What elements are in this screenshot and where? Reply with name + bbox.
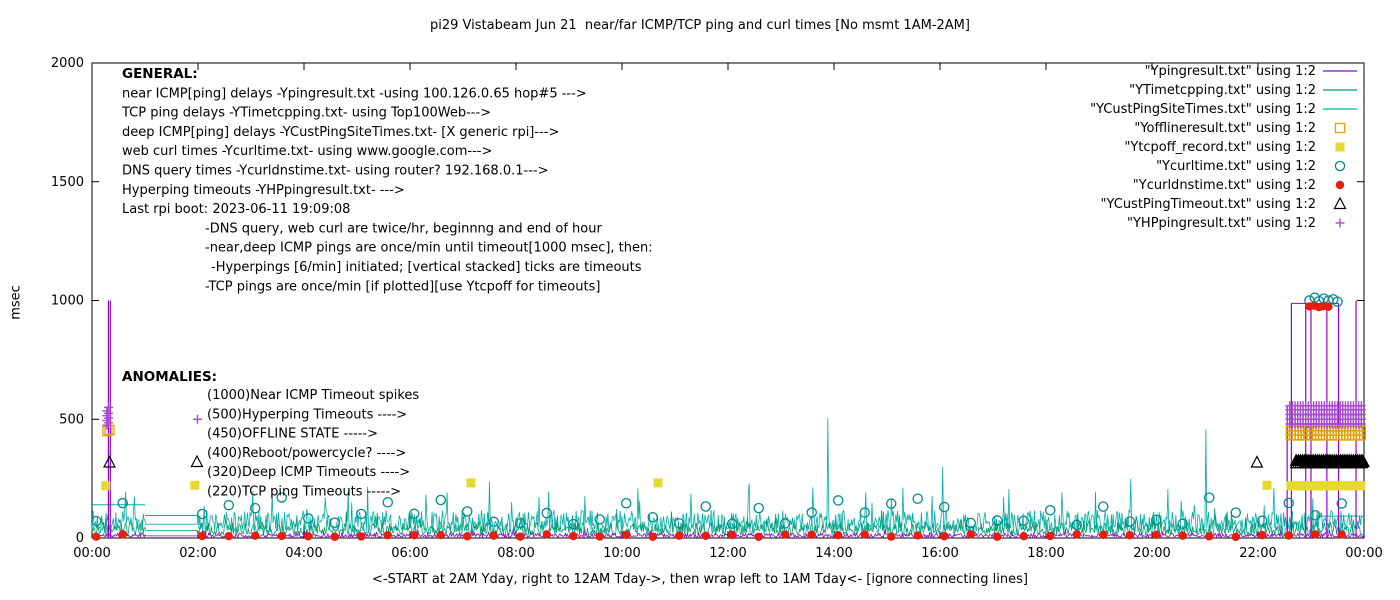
text-label: deep ICMP[ping] delays -YCustPingSiteTim… (122, 125, 559, 140)
text-label: "Ycurltime.txt" using 1:2 (1156, 159, 1316, 174)
annotation-anomalies: ANOMALIES: (1000)Near ICMP Timeout spikes… (122, 369, 419, 500)
text-label: (500)Hyperping Timeouts ----> (207, 407, 407, 422)
text-label: near ICMP[ping] delays -Ypingresult.txt … (122, 86, 587, 101)
text-label: 0 (76, 531, 84, 546)
text-label: "YTimetcpping.txt" using 1:2 (1129, 83, 1316, 98)
text-label: Last rpi boot: 2023-06-11 19:09:08 (122, 202, 350, 217)
text-label: "Ycurldnstime.txt" using 1:2 (1133, 178, 1316, 193)
text-label: GENERAL: (122, 66, 198, 82)
text-label: 20:00 (1133, 546, 1170, 561)
legend: "Ypingresult.txt" using 1:2 "YTimetcpping… (1090, 64, 1357, 231)
markers-YCustPingTimeout.txt (102, 453, 1370, 469)
text-label: web curl times -Ycurltime.txt- using www… (122, 144, 492, 159)
series-line-Ypingresult.txt (91, 528, 1365, 539)
text-label: "Ypingresult.txt" using 1:2 (1145, 64, 1316, 79)
text-label: 04:00 (285, 546, 322, 561)
text-label: (1000)Near ICMP Timeout spikes (207, 388, 419, 403)
text-label: 12:00 (709, 546, 746, 561)
text-label: 10:00 (603, 546, 640, 561)
series-line-YTimetcpping.txt (91, 508, 1365, 537)
text-label: 00:00 (73, 546, 110, 561)
text-label: (400)Reboot/powercycle? ----> (207, 446, 406, 461)
text-label: 02:00 (179, 546, 216, 561)
text-label: 08:00 (497, 546, 534, 561)
markers-YHPpingresult.txt (102, 401, 1366, 430)
text-label: 1000 (51, 294, 84, 309)
text-label: 06:00 (391, 546, 428, 561)
text-label: "Yofflineresult.txt" using 1:2 (1134, 121, 1316, 136)
chart-title: pi29 Vistabeam Jun 21 near/far ICMP/TCP … (430, 18, 970, 33)
text-label: -DNS query, web curl are twice/hr, begin… (205, 221, 602, 236)
text-label: 500 (59, 412, 84, 427)
text-label: 1500 (51, 175, 84, 190)
text-label: ANOMALIES: (122, 369, 217, 385)
text-label: TCP ping delays -YTimetcpping.txt- using… (121, 106, 491, 121)
text-label: (450)OFFLINE STATE -----> (207, 427, 378, 442)
annotation-general: GENERAL: near ICMP[ping] delays -Ypingres… (121, 66, 653, 294)
x-axis-label: <-START at 2AM Yday, right to 12AM Tday-… (372, 572, 1028, 587)
text-label: 22:00 (1239, 546, 1276, 561)
markers-Ytcpoff_record.txt (101, 478, 1366, 491)
text-label: 16:00 (921, 546, 958, 561)
text-label: "YHPpingresult.txt" using 1:2 (1127, 216, 1316, 231)
markers-Ycurldnstime.txt (92, 301, 1346, 542)
text-label: 18:00 (1027, 546, 1064, 561)
text-label: "YCustPingTimeout.txt" using 1:2 (1101, 197, 1316, 212)
text-label: "Ytcpoff_record.txt" using 1:2 (1124, 140, 1316, 155)
text-label: -TCP pings are once/min [if plotted][use… (205, 279, 600, 294)
text-label: -Hyperpings [6/min] initiated; [vertical… (211, 260, 642, 275)
text-label: (320)Deep ICMP Timeouts ----> (207, 465, 410, 480)
text-label: Hyperping timeouts -YHPpingresult.txt- -… (122, 183, 405, 198)
text-label: 00:00 (1345, 546, 1382, 561)
text-label: -near,deep ICMP pings are once/min until… (205, 241, 653, 256)
text-label: 14:00 (815, 546, 852, 561)
text-label: 2000 (51, 56, 84, 71)
text-label: (220)TCP ping Timeouts -----> (207, 485, 401, 500)
text-label: DNS query times -Ycurldnstime.txt- using… (122, 164, 548, 179)
text-label: "YCustPingSiteTimes.txt" using 1:2 (1090, 102, 1316, 117)
